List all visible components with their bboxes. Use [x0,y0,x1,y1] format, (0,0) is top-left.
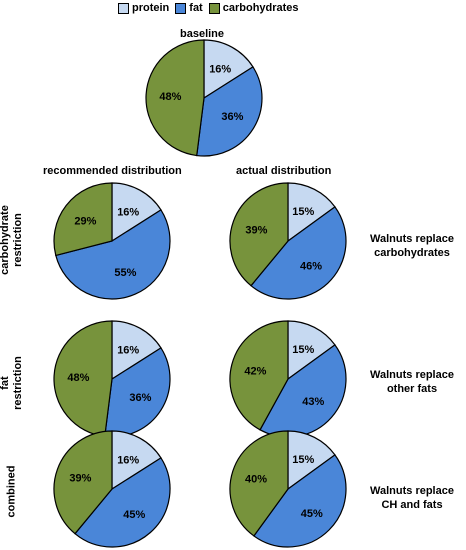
data-label-protein: 16% [209,64,231,76]
pie-slice-fat [196,66,263,157]
pie-slice-carbohydrates [145,39,205,157]
note-line: Walnuts replace [370,485,454,497]
legend-swatch-carbohydrates [208,2,220,14]
data-label-carbohydrates: 29% [74,215,96,227]
legend-item-protein: protein [118,2,169,14]
legend-swatch-fat [175,2,187,14]
data-label-fat: 43% [302,396,324,408]
pie-slice-carbohydrates [53,430,113,535]
data-label-protein: 15% [292,344,314,356]
note-line: Walnuts replace [370,369,454,381]
legend-item-fat: fat [175,2,203,14]
data-label-carbohydrates: 40% [245,474,267,486]
pie-slice-carbohydrates [53,182,113,257]
data-label-fat: 55% [114,267,136,279]
pie-chart-3: 15% 46% 39% [229,182,347,300]
baseline-title: baseline [180,28,225,40]
pie-slice-protein [111,182,162,243]
pie-slice-protein [203,39,254,100]
pie-slice-carbohydrates [229,320,289,431]
data-label-protein: 16% [117,207,139,219]
pie-slice-protein [287,320,336,381]
pie-slice-protein [111,430,162,491]
pie-slice-fat [253,454,347,548]
pie-slice-carbohydrates [229,430,289,537]
data-label-carbohydrates: 39% [69,473,91,485]
pie-chart-4: 16% 36% 48% [53,320,171,438]
data-label-carbohydrates: 39% [245,225,267,237]
note-carbohydrates: Walnuts replace carbohydrates [360,232,464,260]
data-label-fat: 36% [129,392,151,404]
note-line: CH and fats [381,499,443,511]
data-label-fat: 45% [301,508,323,520]
pie-slice-protein [287,430,336,491]
pie-chart-1: 16% 36% 48% [145,39,263,157]
pie-slice-fat [74,457,171,548]
note-other-fats: Walnuts replace other fats [360,368,464,396]
pie-chart-2: 16% 55% 29% [53,182,171,300]
legend: protein fat carbohydrates [118,2,305,14]
pie-slice-protein [111,320,162,381]
data-label-carbohydrates: 48% [67,372,89,384]
data-label-protein: 16% [117,345,139,357]
pie-slice-protein [287,182,336,243]
pie-slice-fat [250,206,347,300]
pie-slice-carbohydrates [229,182,289,287]
legend-item-carbohydrates: carbohydrates [208,2,299,14]
pie-slice-fat [55,209,171,300]
data-label-fat: 45% [123,509,145,521]
legend-label-protein: protein [132,2,170,14]
data-label-carbohydrates: 42% [244,366,266,378]
note-ch-and-fats: Walnuts replace CH and fats [360,484,464,512]
note-line: Walnuts replace [370,233,454,245]
column-header-recommended: recommended distribution [43,165,182,177]
data-label-protein: 16% [117,455,139,467]
pie-chart-7: 15% 45% 40% [229,430,347,548]
column-header-actual: actual distribution [236,165,332,177]
data-label-protein: 15% [292,206,314,218]
data-label-fat: 36% [221,111,243,123]
pie-chart-5: 15% 43% 42% [229,320,347,438]
note-line: other fats [386,383,438,395]
legend-label-carbohydrates: carbohydrates [222,2,299,14]
pie-chart-6: 16% 45% 39% [53,430,171,548]
data-label-carbohydrates: 48% [159,91,181,103]
pie-slice-carbohydrates [53,320,113,438]
data-label-protein: 15% [292,454,314,466]
note-line: carbohydrates [374,247,450,259]
data-label-fat: 46% [300,261,322,273]
legend-swatch-protein [118,2,129,14]
legend-label-fat: fat [189,2,203,14]
